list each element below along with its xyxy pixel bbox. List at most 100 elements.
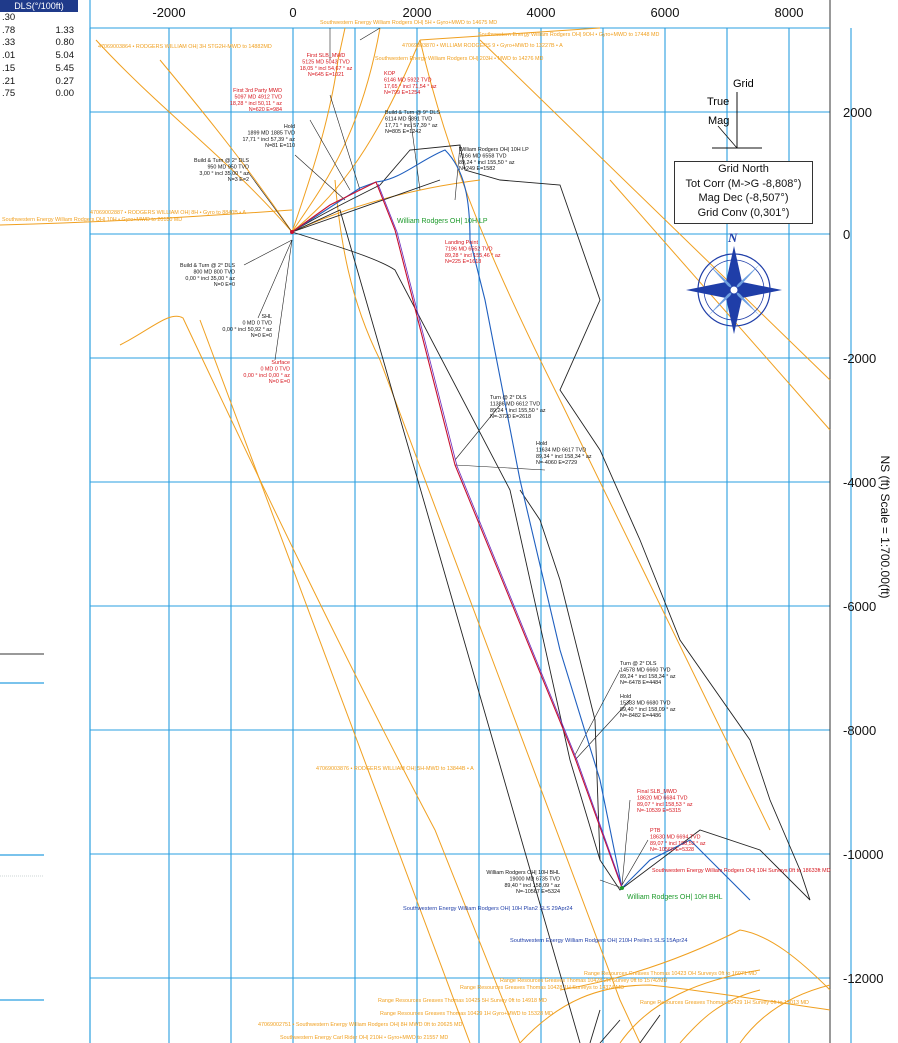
green-label-lp: William Rodgers OH| 10H LP: [397, 218, 488, 225]
annotation-line: 950 MD 950 TVD: [207, 164, 249, 170]
dls-cell-a: .75: [2, 88, 16, 100]
annotation-line: 0 MD 0 TVD: [260, 366, 290, 372]
orange-label-t2: Southwestern Energy William Rodgers OH| …: [478, 32, 659, 38]
dls-row: .15 5.45: [0, 63, 78, 76]
y-tick-label: -4000: [843, 475, 876, 490]
annotation-line: N=799 E=1254: [384, 90, 420, 96]
y-tick-label: -6000: [843, 599, 876, 614]
well-plan-purple: [377, 183, 624, 890]
annotation-line: Hold: [284, 124, 295, 130]
annotation-line: 89,24 ° incl 158,34 ° az: [620, 674, 676, 680]
annotation-line: 6146 MD 5922 TVD: [384, 77, 432, 83]
dls-rows: .30.78 1.33.33 0.80.01 5.04.15 5.45.21 0.27.7…: [0, 12, 78, 101]
y-tick-label: -12000: [843, 971, 883, 986]
annotation-line: 11634 MD 6617 TVD: [536, 447, 586, 453]
y-tick-label: 2000: [843, 105, 872, 120]
annotation-line: 89,40 ° incl 158,09 ° az: [620, 707, 676, 713]
annotation-line: First SLB_MWD: [307, 53, 346, 59]
x-tick-label: 4000: [527, 5, 556, 20]
dls-row: .75 0.00: [0, 88, 78, 101]
annotation-line: PTB: [650, 828, 661, 834]
compass-north-letter: N: [727, 230, 738, 245]
annotation-line: 19000 MD 6735 TVD: [509, 876, 560, 882]
north-mag-label: Mag: [708, 115, 729, 127]
red-label-surveys: Southwestern Energy William Rodgers OH| …: [652, 868, 831, 874]
dls-cell-b: 1.33: [55, 24, 75, 36]
annotation-line: Landing Point: [445, 240, 478, 246]
annotation-line: N=-6478 E=4484: [620, 680, 661, 686]
annotation-line: 89,24 ° incl 155,50 ° az: [459, 160, 515, 166]
annotation-line: N=-8482 E=4486: [620, 713, 661, 719]
annotation-line: N=81 E=110: [265, 143, 295, 149]
annotation-line: 17,71 ° incl 57,39 ° az: [385, 123, 438, 129]
annotation-line: 3,00 ° incl 35,00 ° az: [199, 171, 249, 177]
orange-label-t5: Southwestern Energy William Rodgers OH| …: [375, 56, 543, 62]
annotation-line: 11386 MD 6612 TVD: [490, 401, 540, 407]
grid-north-grid-conv: Grid Conv (0,301°): [697, 206, 790, 219]
y-axis-ticks: 2000 0 -2000 -4000 -6000 -8000 -10000 -12000: [843, 105, 883, 986]
annotation-line: 0,00 ° incl 50,92 ° az: [222, 327, 272, 333]
annotation-line: 0,00 ° incl 0,00 ° az: [243, 373, 290, 379]
dls-row: .30: [0, 12, 78, 25]
north-true-label: True: [707, 96, 729, 108]
orange-label-r7: 47069002751 • Southwestern Energy Willia…: [258, 1022, 462, 1028]
annotation-line: N=805 E=1242: [385, 129, 421, 135]
annotation-line: SHL: [262, 314, 273, 320]
north-reference-diagram: Grid True Mag: [707, 78, 762, 149]
annotation-line: N=645 E=1021: [308, 72, 344, 78]
annotation-line: 17,65 ° incl 71,54 ° az: [384, 84, 437, 90]
offset-wells-black: [291, 144, 811, 1043]
orange-label-t4: 47069003870 • WILLIAM RODGERS 9 • Gyro+M…: [402, 43, 563, 49]
green-label-bhl: William Rodgers OH| 10H BHL: [627, 894, 723, 901]
annotation-line: 6114 MD 5891 TVD: [385, 116, 432, 122]
annotation-line: N=-10567 E=5324: [516, 889, 560, 895]
annotation-line: William Rodgers OH| 10H LP: [459, 147, 529, 153]
x-tick-label: 0: [289, 5, 296, 20]
annotation-line: 0 MD 0 TVD: [242, 320, 272, 326]
x-tick-label: 8000: [775, 5, 804, 20]
orange-label-t3: 47069003864 • RODGERS WILLIAM OH| 3H STG…: [98, 44, 272, 50]
dls-row: .01 5.04: [0, 50, 78, 63]
dls-cell-b: 0.80: [55, 37, 75, 49]
dls-cell-a: .33: [2, 37, 16, 49]
annotation-line: 89,34 ° incl 158,34 ° az: [536, 454, 592, 460]
dls-cell-b: 5.04: [55, 50, 75, 62]
annotation-line: 7196 MD 6552 TVD: [445, 246, 493, 252]
grid-north-tot-corr: Tot Corr (M->G -8,808°): [685, 177, 802, 190]
annotation-line: 7166 MD 6558 TVD: [459, 153, 507, 159]
annotation-line: 5097 MD 4912 TVD: [234, 94, 282, 100]
annotation-line: 17,71 ° incl 57,39 ° az: [242, 137, 295, 143]
annotation-line: Build & Turn @ 9° DLS: [385, 110, 440, 116]
orange-label-t1: Southwestern Energy William Rodgers OH| …: [320, 20, 497, 26]
dls-row: .78 1.33: [0, 25, 78, 38]
x-tick-label: 2000: [403, 5, 432, 20]
dls-cell-b: 5.45: [55, 62, 75, 74]
y-tick-label: -2000: [843, 351, 876, 366]
orange-label-r6: Range Resources Greaves Thomas 10429 1H …: [380, 1011, 553, 1017]
annotation-line: 1899 MD 1885 TVD: [247, 130, 295, 136]
y-tick-label: 0: [843, 227, 850, 242]
grid-north-title: Grid North: [718, 163, 769, 175]
orange-label-t7: Southwestern Energy William Rodgers OH| …: [2, 217, 182, 223]
annotation-leaders: [243, 27, 649, 889]
annotation-line: N=-4060 E=2729: [536, 460, 577, 466]
scale-label: NS (ft) Scale = 1:700.00(ft): [873, 392, 897, 662]
annotation-line: William Rodgers OH| 10H BHL: [486, 870, 560, 876]
annotation-line: 18,28 ° incl 50,11 ° az: [230, 101, 282, 107]
annotation-line: Turn @ 2° DLS: [620, 661, 657, 667]
annotation-line: N=620 E=984: [249, 107, 282, 113]
dls-row: .33 0.80: [0, 37, 78, 50]
blue-label-plan: Southwestern Energy William Rodgers OH| …: [403, 906, 573, 912]
annotation-line: N=-10539 E=5315: [637, 808, 681, 814]
annotation-line: 89,07 ° incl 158,53 ° az: [650, 841, 706, 847]
x-tick-label: -2000: [152, 5, 185, 20]
